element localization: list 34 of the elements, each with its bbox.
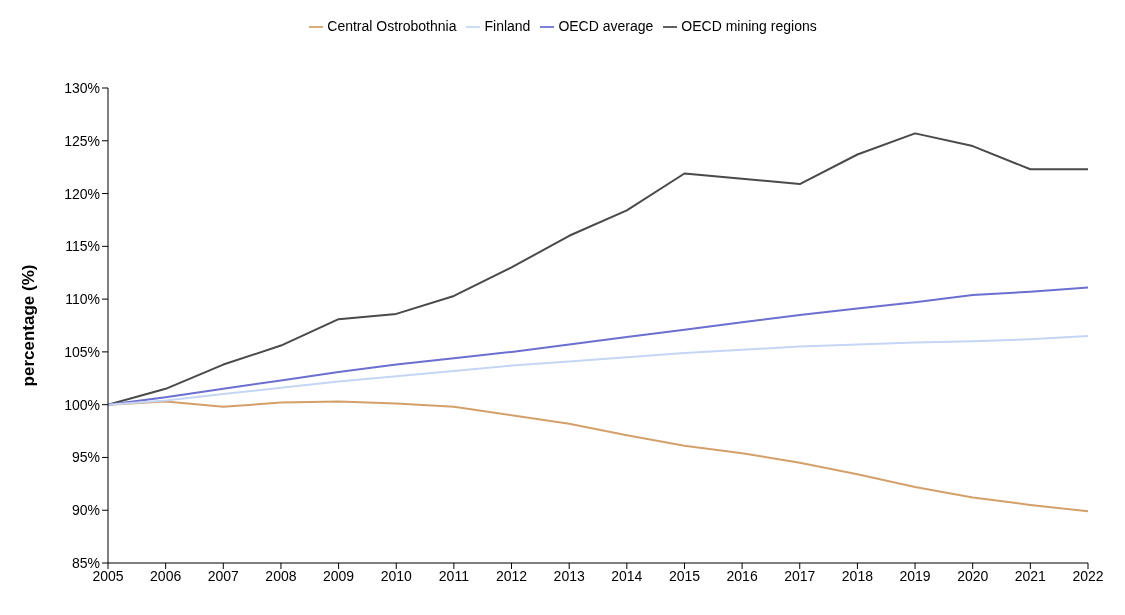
x-tick-label: 2013: [553, 567, 585, 584]
x-tick-label: 2022: [1072, 567, 1104, 584]
x-tick-label: 2019: [899, 567, 931, 584]
legend-label: OECD mining regions: [681, 18, 817, 34]
y-tick-label: 125%: [64, 132, 100, 149]
x-tick-label: 2017: [784, 567, 816, 584]
y-tick-label: 95%: [71, 449, 100, 466]
x-tick-label: 2012: [495, 567, 528, 584]
x-tick-label: 2009: [323, 567, 355, 584]
y-tick-label: 115%: [65, 238, 100, 255]
x-tick-label: 2020: [957, 567, 989, 584]
y-axis-title: percentage (%): [19, 264, 39, 387]
x-tick-label: 2010: [380, 567, 413, 584]
y-tick-label: 90%: [71, 502, 100, 519]
line-series: [107, 286, 1089, 406]
y-tick-label: 100%: [64, 396, 100, 413]
y-tick-label: 130%: [64, 79, 100, 96]
x-tick-label: 2016: [726, 567, 758, 584]
y-tick-label: 120%: [64, 185, 100, 202]
x-tick-label: 2007: [207, 567, 240, 584]
x-tick-label: 2008: [265, 567, 297, 584]
x-tick-label: 2011: [438, 567, 470, 584]
line-series: [107, 335, 1089, 406]
x-tick-label: 2018: [841, 567, 874, 584]
y-tick-label: 105%: [64, 343, 100, 360]
legend-label: Central Ostrobothnia: [327, 18, 457, 34]
y-tick-label: 110%: [65, 291, 100, 308]
legend-label: OECD average: [558, 18, 654, 34]
line-series: [107, 400, 1089, 513]
x-tick-label: 2015: [668, 567, 701, 584]
x-tick-label: 2014: [611, 567, 643, 584]
legend-label: Finland: [484, 18, 531, 34]
x-tick-label: 2021: [1014, 567, 1047, 584]
x-tick-label: 2006: [150, 567, 182, 584]
